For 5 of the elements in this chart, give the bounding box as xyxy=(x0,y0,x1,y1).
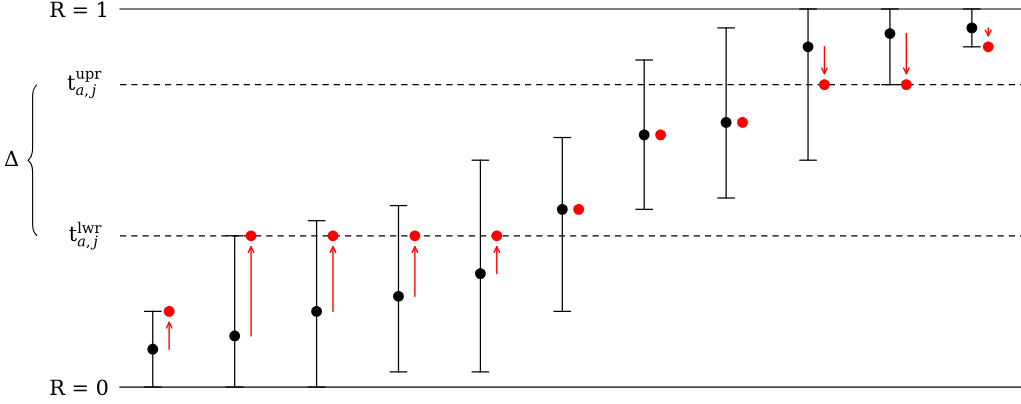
text: Δ xyxy=(4,150,19,166)
y-tick-label: R = 0 xyxy=(50,379,108,396)
ref-line-label: t$^{upr}$$_{a,j}$ xyxy=(67,70,102,99)
ref-line-label: t$^{lwr}$$_{a,j}$ xyxy=(69,221,102,250)
y-tick-label: R = 1 xyxy=(50,1,106,17)
